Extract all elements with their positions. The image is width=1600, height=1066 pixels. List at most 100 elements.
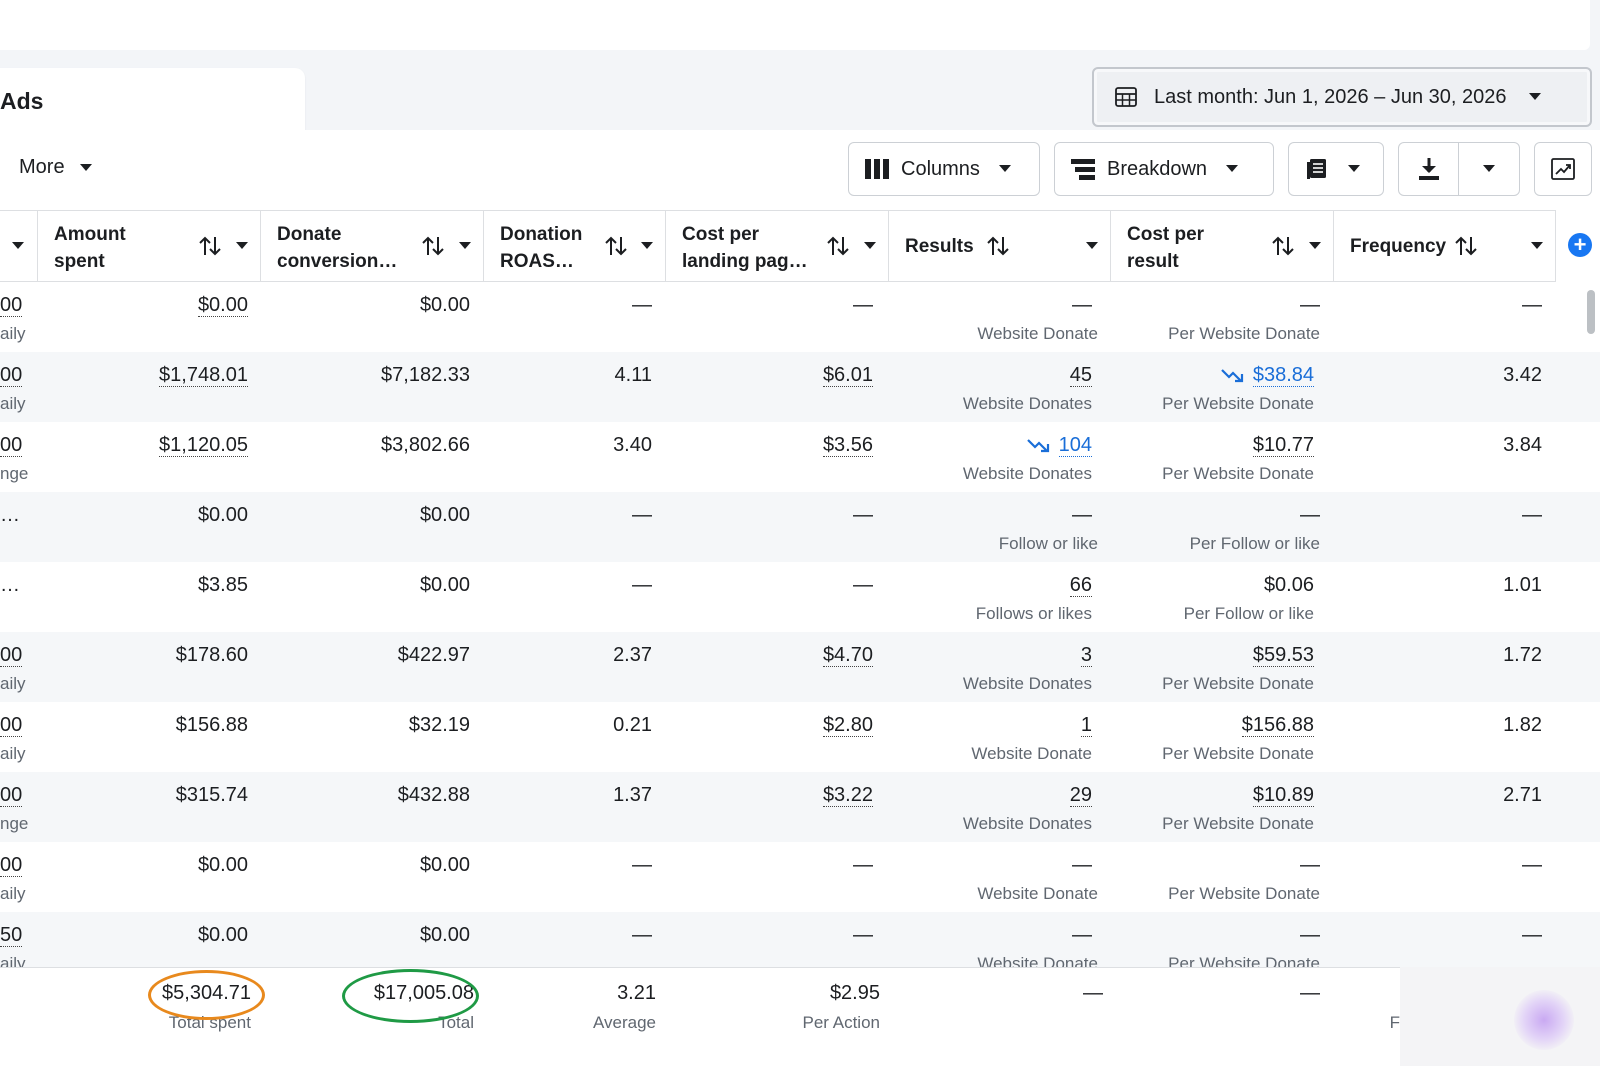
sort-icon[interactable] — [198, 235, 222, 257]
cost-per-result-sub: Per Website Donate — [1168, 324, 1320, 343]
results-cell[interactable]: 45 — [1069, 364, 1092, 387]
results-cell[interactable]: 29 — [1069, 784, 1092, 807]
add-column-icon[interactable]: + — [1568, 233, 1592, 257]
table-row[interactable]: 00 aily $178.60 $422.97 2.37 $4.70 3 Website Do… — [0, 632, 1600, 702]
chevron-down-icon — [998, 164, 1012, 174]
cost-per-result-cell[interactable]: $10.89 — [1252, 784, 1314, 807]
cost-per-result-cell[interactable]: $38.84 — [1221, 364, 1314, 387]
cost-per-landing-cell: — — [853, 854, 873, 876]
donate-conversion-cell: $422.97 — [397, 644, 470, 666]
cost-per-landing-cell: — — [853, 504, 873, 526]
breakdown-icon — [1071, 158, 1095, 180]
results-cell: — — [1072, 294, 1092, 316]
column-header-cost-per-result[interactable]: Cost per result — [1111, 210, 1334, 282]
frequency-cell: 3.42 — [1503, 364, 1542, 386]
results-sub: Website Donates — [962, 814, 1092, 833]
column-header-partial[interactable] — [0, 210, 38, 282]
budget-sub: aily — [0, 954, 26, 967]
budget-cell[interactable]: 00 — [0, 854, 23, 877]
column-header-amount-spent[interactable]: Amount spent — [38, 210, 261, 282]
results-sub: Website Donate — [977, 884, 1098, 903]
budget-cell[interactable]: 00 — [0, 434, 23, 457]
cost-per-result-cell: $0.06 — [1263, 574, 1314, 596]
breakdown-button[interactable]: Breakdown — [1054, 142, 1274, 196]
table-row[interactable]: … $0.00 $0.00 — — — Follow or like — Per Follow … — [0, 492, 1600, 562]
amount-spent-cell[interactable]: $0.00 — [197, 294, 248, 317]
date-range-label: Last month: Jun 1, 2026 – Jun 30, 2026 — [1154, 85, 1507, 108]
cost-per-landing-cell[interactable]: $2.80 — [822, 714, 873, 737]
frequency-cell: 1.72 — [1503, 644, 1542, 666]
table-row[interactable]: 00 aily $156.88 $32.19 0.21 $2.80 1 Website Don… — [0, 702, 1600, 772]
chevron-down-icon[interactable] — [459, 242, 471, 250]
budget-cell[interactable]: 00 — [0, 644, 23, 667]
sort-icon[interactable] — [1271, 235, 1295, 257]
sort-icon[interactable] — [1454, 235, 1478, 257]
budget-cell[interactable]: 00 — [0, 364, 23, 387]
total-donate-label: Total — [438, 1013, 474, 1032]
tab-ads[interactable]: Ads — [0, 68, 305, 132]
vertical-scrollbar[interactable] — [1587, 290, 1595, 334]
cost-per-landing-cell[interactable]: $3.56 — [822, 434, 873, 457]
cost-per-landing-cell[interactable]: $6.01 — [822, 364, 873, 387]
cost-per-result-sub: Per Website Donate — [1162, 394, 1314, 413]
table-row[interactable]: 00 aily $0.00 $0.00 — — — Website Donate — Per We… — [0, 842, 1600, 912]
results-cell[interactable]: 1 — [1080, 714, 1092, 737]
chevron-down-icon[interactable] — [1086, 242, 1098, 250]
column-header-donate-conversion[interactable]: Donate conversion… — [261, 210, 484, 282]
budget-cell[interactable]: 00 — [0, 784, 23, 807]
column-header-results[interactable]: Results — [889, 210, 1111, 282]
column-title: Cost per landing pag… — [682, 224, 808, 272]
chevron-down-icon[interactable] — [1459, 143, 1519, 195]
column-header-frequency[interactable]: Frequency — [1334, 210, 1556, 282]
cost-per-landing-cell[interactable]: $4.70 — [822, 644, 873, 667]
total-cost-per-result: — — [1300, 982, 1320, 1004]
reports-button[interactable] — [1288, 142, 1384, 196]
table-row[interactable]: … $3.85 $0.00 — — 66 Follows or likes $0.06 Per … — [0, 562, 1600, 632]
budget-cell[interactable]: 00 — [0, 714, 23, 737]
donate-conversion-cell: $0.00 — [419, 294, 470, 316]
donation-roas-cell: — — [632, 504, 652, 526]
budget-cell[interactable]: 00 — [0, 294, 23, 317]
results-cell[interactable]: 3 — [1080, 644, 1092, 667]
frequency-cell: — — [1522, 924, 1542, 946]
cost-per-landing-cell[interactable]: $3.22 — [822, 784, 873, 807]
amount-spent-cell[interactable]: $1,120.05 — [159, 434, 248, 457]
table-row[interactable]: 50 aily $0.00 $0.00 — — — Website Donate — Per We… — [0, 912, 1600, 967]
trend-down-icon — [1221, 369, 1243, 383]
chevron-down-icon[interactable] — [12, 242, 24, 250]
sort-icon[interactable] — [421, 235, 445, 257]
table-row[interactable]: 00 nge $1,120.05 $3,802.66 3.40 $3.56 104 Websi… — [0, 422, 1600, 492]
column-header-cost-per-landing[interactable]: Cost per landing pag… — [666, 210, 889, 282]
cost-per-result-cell: — — [1300, 294, 1320, 316]
sort-icon[interactable] — [986, 235, 1010, 257]
cost-per-result-cell[interactable]: $10.77 — [1252, 434, 1314, 457]
chevron-down-icon — [1347, 164, 1361, 174]
chevron-down-icon[interactable] — [1531, 242, 1543, 250]
download-icon[interactable] — [1399, 143, 1459, 195]
chevron-down-icon[interactable] — [236, 242, 248, 250]
table-row[interactable]: 00 nge $315.74 $432.88 1.37 $3.22 29 Website Do… — [0, 772, 1600, 842]
table-row[interactable]: 00 aily $0.00 $0.00 — — — Website Donate — Per We… — [0, 282, 1600, 352]
chevron-down-icon[interactable] — [641, 242, 653, 250]
donate-conversion-cell: $3,802.66 — [381, 434, 470, 456]
cost-per-result-cell[interactable]: $156.88 — [1241, 714, 1314, 737]
budget-cell[interactable]: 50 — [0, 924, 23, 947]
charts-button[interactable] — [1534, 142, 1592, 196]
donation-roas-cell: — — [632, 924, 652, 946]
cost-per-result-cell[interactable]: $59.53 — [1252, 644, 1314, 667]
results-cell[interactable]: 66 — [1069, 574, 1092, 597]
chevron-down-icon[interactable] — [864, 242, 876, 250]
sort-icon[interactable] — [604, 235, 628, 257]
column-header-donation-roas[interactable]: Donation ROAS… — [484, 210, 666, 282]
top-panel — [0, 0, 1590, 50]
date-range-picker[interactable]: Last month: Jun 1, 2026 – Jun 30, 2026 — [1092, 67, 1592, 127]
sort-icon[interactable] — [826, 235, 850, 257]
table-row[interactable]: 00 aily $1,748.01 $7,182.33 4.11 $6.01 45 Websi… — [0, 352, 1600, 422]
amount-spent-cell[interactable]: $1,748.01 — [159, 364, 248, 387]
donate-conversion-cell: $7,182.33 — [381, 364, 470, 386]
results-cell[interactable]: 104 — [1026, 434, 1092, 457]
chevron-down-icon[interactable] — [1309, 242, 1321, 250]
more-button[interactable]: More — [19, 156, 93, 179]
donation-roas-cell: 2.37 — [613, 644, 652, 666]
columns-button[interactable]: Columns — [848, 142, 1040, 196]
